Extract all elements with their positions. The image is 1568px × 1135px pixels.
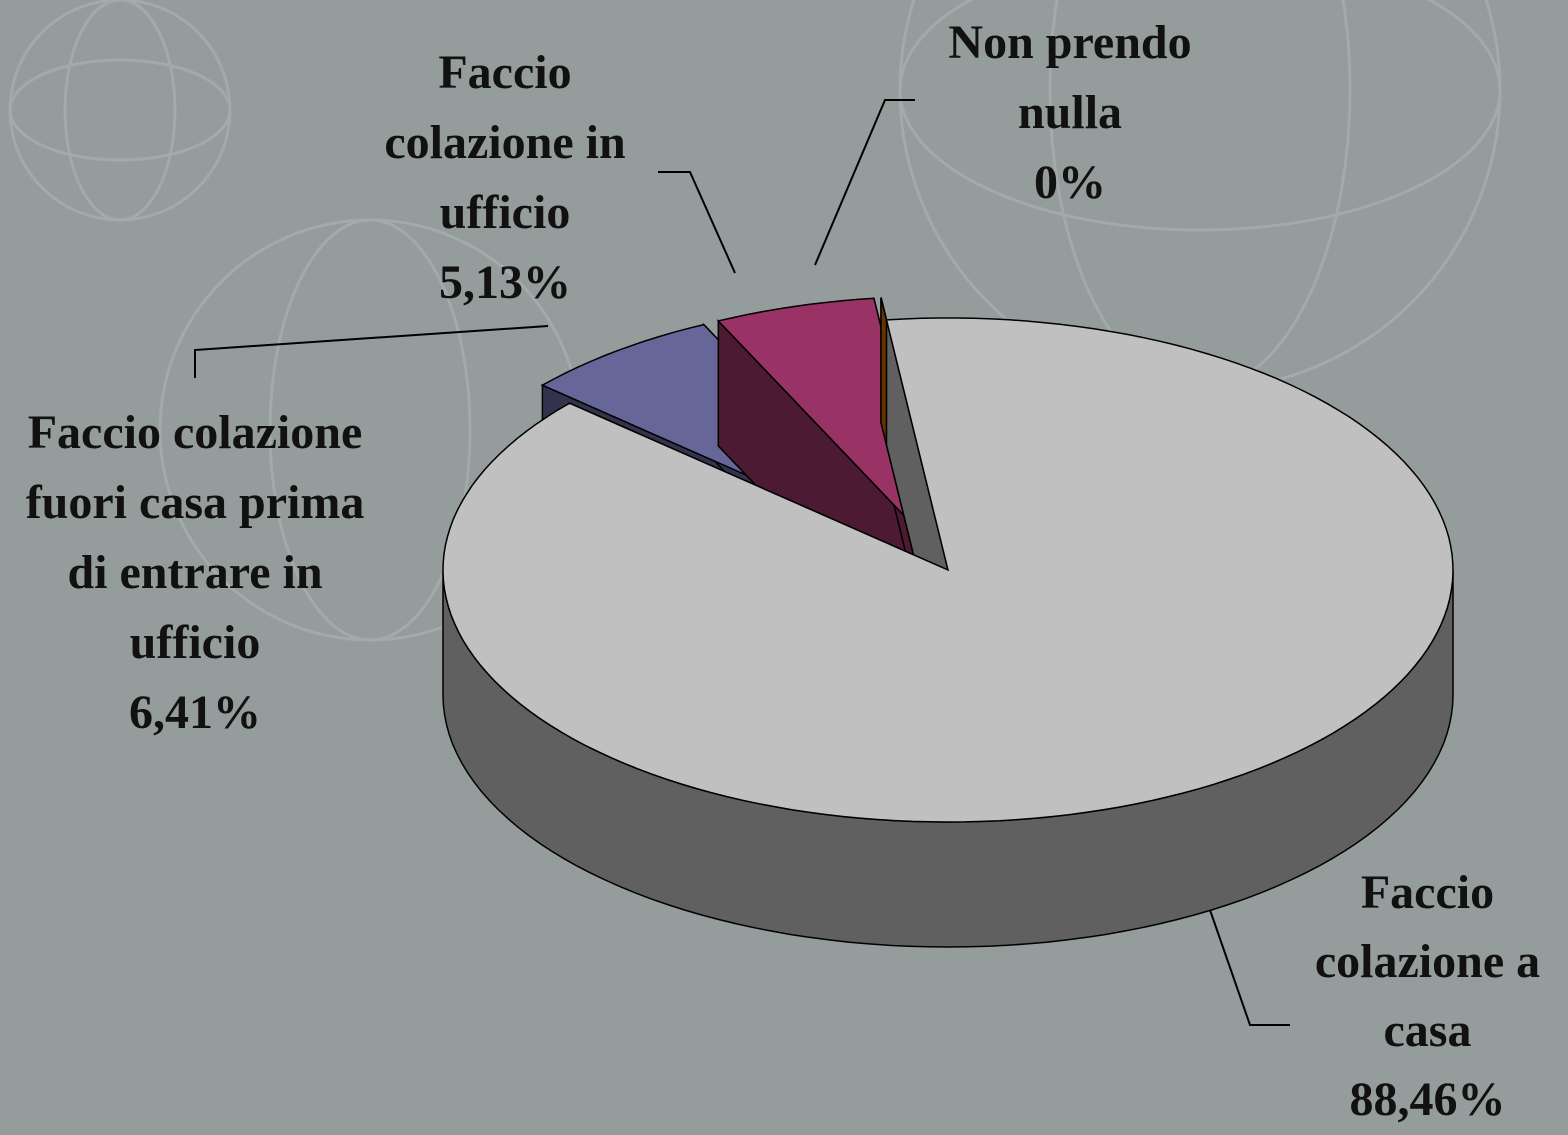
- slice-label: Faccio colazione fuori casa prima di ent…: [0, 398, 390, 748]
- value-label: 88,46%: [1349, 1073, 1506, 1126]
- category-label: Faccio colazione in ufficio: [384, 46, 626, 239]
- slice: [442, 317, 1454, 823]
- slice-label: Faccio colazione in ufficio 5,13%: [345, 38, 665, 318]
- slice-label: Faccio colazione a casa 88,46%: [1285, 858, 1568, 1134]
- leader-lines: [194, 99, 1290, 1026]
- pie: [442, 297, 1454, 948]
- category-label: Faccio colazione a casa: [1314, 866, 1541, 1057]
- slice-label: Non prendo nulla 0%: [905, 8, 1235, 218]
- value-label: 5,13%: [439, 256, 571, 309]
- category-label: Faccio colazione fuori casa prima di ent…: [25, 406, 365, 669]
- value-label: 0%: [1034, 156, 1106, 209]
- value-label: 6,41%: [129, 686, 261, 739]
- category-label: Non prendo nulla: [948, 16, 1192, 139]
